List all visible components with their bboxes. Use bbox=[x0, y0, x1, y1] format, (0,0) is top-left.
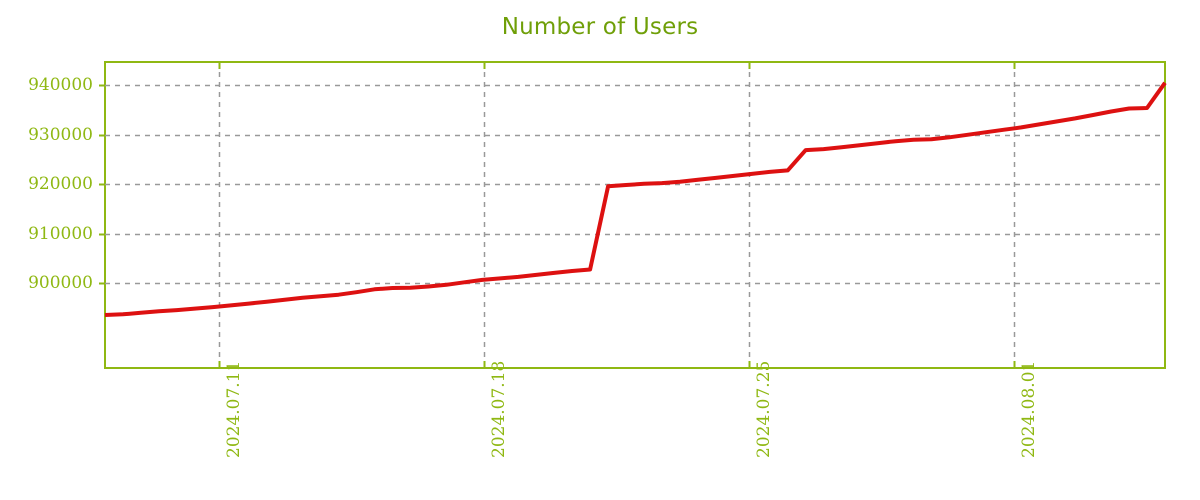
x-axis-tick-label: 2024.07.11 bbox=[223, 360, 244, 458]
y-axis-tick-label: 910000 bbox=[28, 223, 93, 244]
x-axis-tick-label: 2024.07.18 bbox=[488, 360, 509, 458]
y-axis-tick-label: 920000 bbox=[28, 173, 93, 194]
series-line-number-of-users bbox=[104, 81, 1167, 317]
chart-title: Number of Users bbox=[501, 14, 699, 40]
y-axis-tick-label: 940000 bbox=[28, 74, 93, 95]
y-axis-ticks bbox=[99, 84, 105, 285]
y-axis-tick-label: 930000 bbox=[28, 124, 93, 145]
plot-frame bbox=[104, 61, 1166, 369]
x-axis-tick-label: 2024.07.25 bbox=[753, 360, 774, 458]
vertical-gridlines bbox=[218, 62, 1016, 368]
x-axis-ticks bbox=[218, 62, 1016, 368]
x-axis-tick-label: 2024.08.01 bbox=[1018, 360, 1039, 458]
y-axis-tick-label: 900000 bbox=[28, 272, 93, 293]
